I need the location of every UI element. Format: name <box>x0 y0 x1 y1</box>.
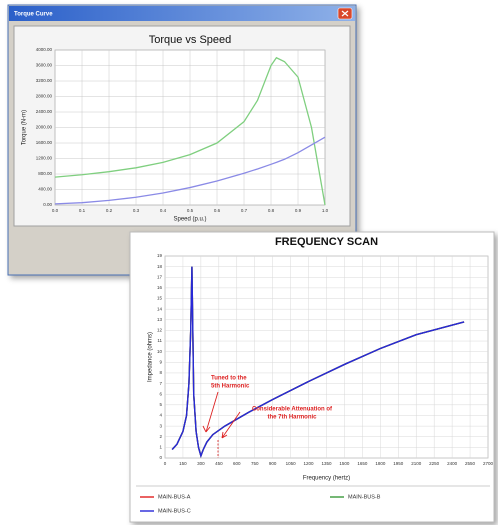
legend-label: MAIN-BUS-A <box>158 494 191 500</box>
close-icon <box>341 10 349 17</box>
y-tick-label: 3200.00 <box>36 78 53 83</box>
x-tick-label: 0.6 <box>214 208 221 213</box>
x-tick-label: 2100 <box>411 461 422 466</box>
y-tick-label: 13 <box>157 317 163 322</box>
y-tick-label: 5 <box>159 402 162 407</box>
x-tick-label: 0.7 <box>241 208 248 213</box>
annotation: 5th Harmonic <box>211 384 250 390</box>
y-tick-label: 1200.00 <box>36 156 53 161</box>
y-tick-label: 17 <box>157 274 163 279</box>
x-tick-label: 450 <box>215 461 223 466</box>
x-tick-label: 2700 <box>483 461 494 466</box>
y-tick-label: 19 <box>157 253 163 258</box>
x-tick-label: 600 <box>233 461 241 466</box>
series-line <box>54 136 326 205</box>
x-tick-label: 0 <box>164 461 167 466</box>
x-tick-label: 1050 <box>286 461 297 466</box>
y-tick-label: 0.00 <box>43 202 52 207</box>
x-tick-label: 900 <box>269 461 277 466</box>
x-tick-label: 1950 <box>393 461 404 466</box>
x-tick-label: 0.3 <box>133 208 140 213</box>
y-tick-label: 8 <box>159 370 162 375</box>
y-axis-label: Torque (N-m) <box>22 110 28 145</box>
x-tick-label: 0.8 <box>268 208 275 213</box>
title-bar <box>9 6 355 21</box>
annotation: the 7th Harmonic <box>267 415 317 421</box>
y-tick-label: 12 <box>157 328 163 333</box>
y-tick-label: 15 <box>157 296 163 301</box>
y-tick-label: 1600.00 <box>36 140 53 145</box>
annotation-arrow <box>221 411 241 439</box>
x-tick-label: 1650 <box>357 461 368 466</box>
annotation-arrow <box>202 391 219 433</box>
y-axis-label: Impedance (ohms) <box>148 332 154 382</box>
chart-title: Torque vs Speed <box>149 34 232 46</box>
y-tick-label: 0 <box>159 455 162 460</box>
annotation: Considerable Attenuation of <box>252 407 333 413</box>
window-title: Torque Curve <box>14 12 53 18</box>
y-tick-label: 4 <box>159 413 162 418</box>
y-tick-label: 2400.00 <box>36 109 53 114</box>
x-tick-label: 2550 <box>465 461 476 466</box>
y-tick-label: 2 <box>159 434 162 439</box>
x-tick-label: 0.4 <box>160 208 167 213</box>
x-tick-label: 1.0 <box>322 208 329 213</box>
y-tick-label: 16 <box>157 285 163 290</box>
y-tick-label: 7 <box>159 381 162 386</box>
y-tick-label: 2800.00 <box>36 94 53 99</box>
y-tick-label: 2000.00 <box>36 125 53 130</box>
x-tick-label: 0.5 <box>187 208 194 213</box>
y-tick-label: 11 <box>157 338 162 343</box>
chart-title: FREQUENCY SCAN <box>275 236 378 248</box>
y-tick-label: 400.00 <box>38 187 52 192</box>
y-tick-label: 6 <box>159 391 162 396</box>
x-axis-label: Frequency (hertz) <box>303 476 350 482</box>
x-tick-label: 2400 <box>447 461 458 466</box>
y-tick-label: 800.00 <box>38 171 52 176</box>
x-tick-label: 1200 <box>304 461 315 466</box>
x-tick-label: 0.9 <box>295 208 302 213</box>
series-line <box>171 266 465 459</box>
x-tick-label: 0.1 <box>79 208 86 213</box>
y-tick-label: 10 <box>157 349 163 354</box>
x-tick-label: 150 <box>179 461 187 466</box>
annotation: Tuned to the <box>211 376 247 382</box>
x-tick-label: 1350 <box>321 461 332 466</box>
y-tick-label: 14 <box>157 306 163 311</box>
x-tick-label: 1500 <box>339 461 350 466</box>
y-tick-label: 4000.00 <box>36 47 53 52</box>
legend-label: MAIN-BUS-B <box>348 494 381 500</box>
x-tick-label: 300 <box>197 461 205 466</box>
x-tick-label: 0.2 <box>106 208 113 213</box>
x-axis-label: Speed (p.u.) <box>173 217 206 223</box>
x-tick-label: 750 <box>251 461 259 466</box>
x-tick-label: 2250 <box>429 461 440 466</box>
y-tick-label: 3600.00 <box>36 63 53 68</box>
legend-label: MAIN-BUS-C <box>158 508 191 514</box>
y-tick-label: 1 <box>159 445 162 450</box>
x-tick-label: 1800 <box>375 461 386 466</box>
x-tick-label: 0.0 <box>52 208 59 213</box>
y-tick-label: 3 <box>159 423 162 428</box>
series-line <box>54 56 326 206</box>
y-tick-label: 9 <box>159 360 162 365</box>
y-tick-label: 18 <box>157 264 163 269</box>
charts: Torque vs Speed0.00400.00800.001200.0016… <box>22 34 494 515</box>
